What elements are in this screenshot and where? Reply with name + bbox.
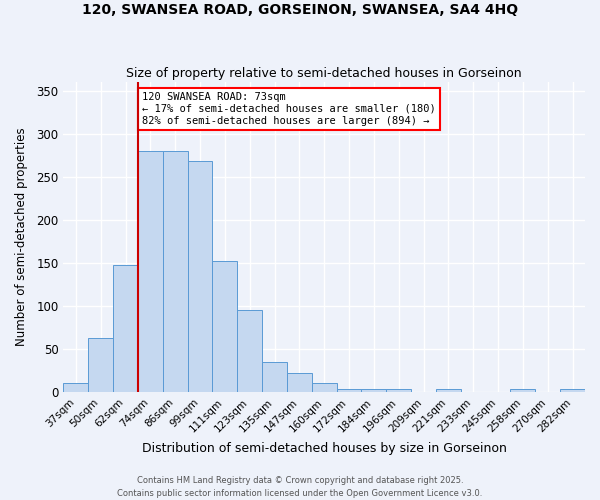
Bar	[188, 162, 212, 392]
Y-axis label: Number of semi-detached properties: Number of semi-detached properties	[15, 128, 28, 346]
Bar	[386, 390, 411, 392]
Bar	[560, 390, 585, 392]
Bar	[113, 264, 138, 392]
Bar	[88, 338, 113, 392]
Bar	[212, 261, 237, 392]
X-axis label: Distribution of semi-detached houses by size in Gorseinon: Distribution of semi-detached houses by …	[142, 442, 506, 455]
Text: 120, SWANSEA ROAD, GORSEINON, SWANSEA, SA4 4HQ: 120, SWANSEA ROAD, GORSEINON, SWANSEA, S…	[82, 2, 518, 16]
Bar	[337, 388, 361, 392]
Bar	[163, 151, 188, 392]
Bar	[312, 384, 337, 392]
Bar	[262, 362, 287, 392]
Text: 120 SWANSEA ROAD: 73sqm
← 17% of semi-detached houses are smaller (180)
82% of s: 120 SWANSEA ROAD: 73sqm ← 17% of semi-de…	[142, 92, 436, 126]
Text: Contains HM Land Registry data © Crown copyright and database right 2025.
Contai: Contains HM Land Registry data © Crown c…	[118, 476, 482, 498]
Bar	[237, 310, 262, 392]
Bar	[511, 390, 535, 392]
Bar	[436, 390, 461, 392]
Bar	[361, 390, 386, 392]
Bar	[287, 373, 312, 392]
Bar	[64, 384, 88, 392]
Bar	[138, 151, 163, 392]
Title: Size of property relative to semi-detached houses in Gorseinon: Size of property relative to semi-detach…	[127, 66, 522, 80]
